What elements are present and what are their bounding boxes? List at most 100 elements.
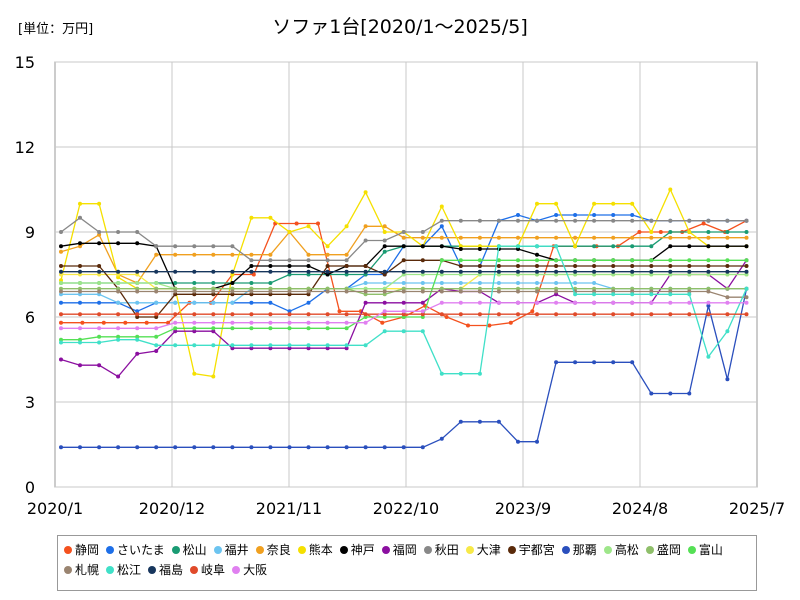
data-point (116, 289, 121, 294)
data-point (154, 343, 159, 348)
data-point (166, 320, 171, 325)
data-point (706, 300, 711, 305)
data-point (135, 286, 140, 291)
data-point (573, 272, 578, 277)
data-point (192, 269, 197, 274)
legend-label: 那覇 (572, 543, 597, 557)
data-point (287, 312, 292, 317)
data-point (78, 201, 82, 206)
data-point (154, 445, 159, 450)
series-松江 (59, 244, 749, 376)
data-point (496, 289, 501, 294)
data-point (192, 320, 197, 325)
data-point (325, 252, 330, 257)
data-point (287, 309, 292, 314)
data-point (154, 286, 159, 291)
data-point (59, 278, 63, 283)
legend-item: 札幌 (64, 560, 99, 580)
data-point (701, 221, 706, 226)
data-point (268, 286, 273, 291)
legend-marker-icon (106, 545, 115, 554)
data-point (477, 300, 482, 305)
legend-item: 松山 (171, 540, 207, 560)
data-point (325, 244, 330, 249)
data-point (439, 204, 444, 209)
data-point (154, 300, 159, 305)
data-point (135, 337, 140, 342)
data-point (382, 230, 387, 234)
data-point (230, 292, 235, 297)
data-point (706, 286, 711, 291)
data-point (344, 326, 349, 331)
data-point (611, 286, 616, 291)
data-point (173, 445, 178, 450)
data-point (306, 300, 311, 305)
data-point (268, 326, 273, 331)
data-point (630, 312, 635, 317)
data-point (725, 230, 730, 234)
data-point (287, 346, 292, 351)
data-point (496, 258, 501, 263)
data-point (249, 326, 254, 331)
legend-label: 宇都宮 (518, 543, 555, 557)
data-point (97, 340, 102, 345)
data-point (592, 281, 597, 285)
data-point (192, 244, 197, 249)
data-point (173, 292, 178, 297)
series-富山 (59, 258, 749, 342)
data-point (294, 221, 299, 226)
data-point (458, 272, 463, 277)
legend-marker-icon (148, 565, 157, 574)
data-point (592, 218, 597, 223)
data-point (344, 252, 349, 257)
data-point (592, 292, 597, 297)
data-point (725, 286, 730, 291)
data-point (630, 218, 635, 223)
data-point (287, 264, 292, 268)
data-point (630, 235, 635, 240)
data-point (630, 300, 635, 305)
data-point (249, 215, 254, 220)
data-point (78, 264, 82, 268)
data-point (439, 436, 444, 441)
data-point (306, 312, 311, 317)
data-point (154, 326, 159, 331)
data-point (59, 337, 63, 342)
data-point (573, 281, 578, 285)
legend-marker-icon (213, 545, 222, 554)
data-point (592, 300, 597, 305)
data-point (268, 292, 273, 297)
data-point (78, 269, 82, 274)
data-point (59, 230, 63, 234)
data-point (78, 272, 82, 277)
data-point (687, 272, 692, 277)
data-point (458, 264, 463, 268)
data-point (249, 343, 254, 348)
data-point (249, 292, 254, 297)
data-point (325, 312, 330, 317)
data-point (344, 269, 349, 274)
data-point (649, 235, 654, 240)
data-point (135, 230, 140, 234)
data-point (477, 371, 482, 376)
data-point (401, 312, 406, 317)
series-lines (59, 187, 749, 450)
data-point (420, 289, 425, 294)
data-point (306, 258, 311, 263)
data-point (630, 292, 635, 297)
data-point (192, 300, 197, 305)
data-point (649, 312, 654, 317)
data-point (78, 215, 82, 220)
data-point (420, 235, 425, 240)
data-point (649, 258, 654, 263)
data-point (477, 269, 482, 274)
data-point (173, 289, 178, 294)
data-point (287, 326, 292, 331)
data-point (154, 252, 159, 257)
data-point (592, 264, 597, 268)
data-point (382, 238, 387, 243)
data-point (668, 235, 673, 240)
data-point (477, 235, 482, 240)
y-axis-ticks: 0 3 6 9 12 15 (15, 53, 35, 497)
data-point (249, 346, 254, 351)
